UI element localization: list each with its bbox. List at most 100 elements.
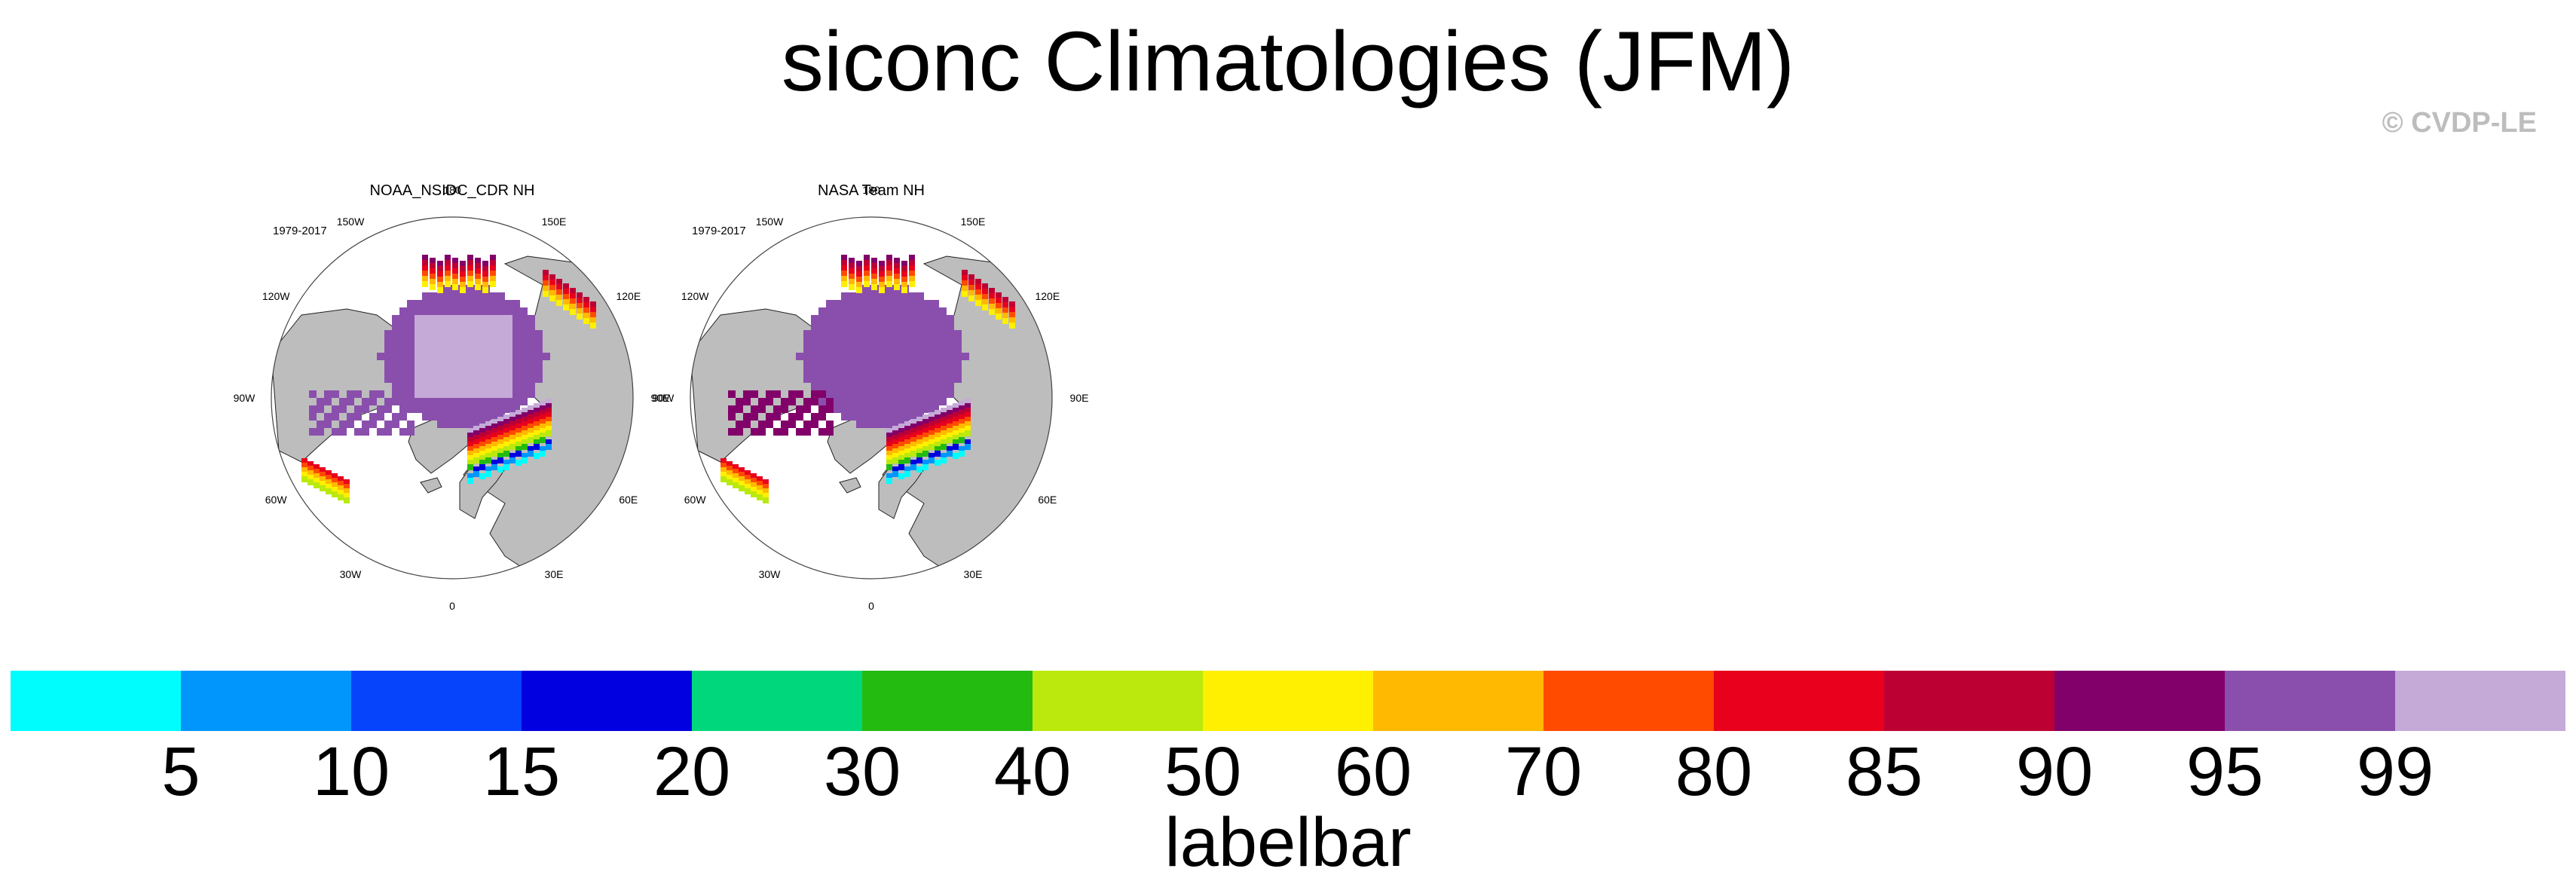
ice-cell <box>475 421 482 428</box>
ice-cell <box>522 435 528 441</box>
ice-cell <box>924 398 932 405</box>
ice-cell <box>512 398 520 405</box>
ice-cell <box>535 345 543 353</box>
ice-cell <box>904 444 910 450</box>
ice-cell <box>482 413 490 421</box>
ice-cell <box>901 282 907 288</box>
ice-cell <box>871 398 879 405</box>
ice-cell <box>932 383 939 390</box>
ice-cell <box>841 315 849 323</box>
ice-cell <box>818 360 826 368</box>
ice-cell <box>849 292 856 300</box>
ice-cell <box>989 288 995 294</box>
ice-cell <box>549 295 555 301</box>
ice-cell <box>939 383 947 390</box>
ice-cell <box>520 398 528 405</box>
ice-cell <box>841 398 849 405</box>
colorbar-tick-label: 15 <box>482 733 561 810</box>
ice-cell <box>811 368 818 375</box>
ice-cell <box>849 300 856 307</box>
ice-cell <box>932 353 939 360</box>
ice-cell <box>485 426 491 432</box>
ice-cell <box>841 338 849 345</box>
ice-cell <box>751 405 758 413</box>
ice-cell <box>763 484 769 490</box>
ice-cell <box>849 315 856 323</box>
ice-cell <box>751 491 757 497</box>
ice-cell <box>864 421 871 428</box>
ice-cell <box>856 282 862 288</box>
ice-cell <box>834 338 841 345</box>
ice-cell <box>332 390 339 398</box>
ice-cell <box>864 330 871 338</box>
ice-cell <box>475 375 482 383</box>
ice-cell <box>467 255 473 261</box>
longitude-label: 150E <box>541 216 567 228</box>
ice-cell <box>452 274 458 280</box>
ice-cell <box>818 345 826 353</box>
ice-cell <box>452 268 458 274</box>
ice-cell <box>849 274 855 280</box>
ice-cell <box>856 345 864 353</box>
ice-cell <box>320 481 326 487</box>
ice-cell <box>879 277 885 283</box>
ice-cell <box>904 435 910 441</box>
ice-cell <box>965 403 971 409</box>
ice-cell <box>503 442 509 448</box>
ice-cell <box>965 426 971 432</box>
ice-cell <box>856 307 864 315</box>
ice-cell <box>766 421 773 428</box>
ice-cell <box>407 368 415 375</box>
ice-cell <box>437 315 445 323</box>
ice-cell <box>879 261 885 267</box>
ice-cell <box>445 323 452 330</box>
ice-cell <box>445 368 452 375</box>
ice-cell <box>924 390 932 398</box>
ice-cell <box>512 307 520 315</box>
ice-cell <box>811 315 818 323</box>
ice-cell <box>445 398 452 405</box>
ice-cell <box>445 413 452 421</box>
colorbar-tick-label: 70 <box>1504 733 1583 810</box>
ice-cell <box>512 353 520 360</box>
ice-cell <box>503 419 509 425</box>
ice-cell <box>962 291 968 297</box>
ice-cell <box>415 405 422 413</box>
ice-cell <box>916 368 924 375</box>
ice-cell <box>849 268 855 274</box>
ice-cell <box>743 413 751 421</box>
ice-cell <box>886 455 892 461</box>
ice-cell <box>864 292 871 300</box>
ice-cell <box>332 413 339 421</box>
ice-cell <box>546 408 552 414</box>
ice-cell <box>864 375 871 383</box>
ice-cell <box>452 368 460 375</box>
ice-cell <box>485 439 491 445</box>
ice-cell <box>849 398 856 405</box>
ice-cell <box>452 323 460 330</box>
ice-cell <box>864 338 871 345</box>
ice-cell <box>479 451 485 457</box>
ice-cell <box>377 390 384 398</box>
ice-cell <box>864 276 870 282</box>
colorbar-bin-8 <box>1373 671 1544 731</box>
ice-cell <box>467 260 473 266</box>
ice-cell <box>898 437 904 443</box>
ice-cell <box>497 448 503 454</box>
ice-cell <box>475 398 482 405</box>
ice-cell <box>904 448 910 454</box>
ice-cell <box>826 421 834 428</box>
ice-cell <box>796 353 803 360</box>
ice-cell <box>849 284 855 290</box>
ice-cell <box>916 466 922 473</box>
ice-cell <box>803 421 811 428</box>
ice-cell <box>467 437 473 443</box>
ice-cell <box>437 345 445 353</box>
ice-cell <box>871 338 879 345</box>
ice-cell <box>467 446 473 452</box>
ice-cell <box>849 405 856 413</box>
ice-cell <box>490 260 496 266</box>
ice-cell <box>490 338 497 345</box>
ice-cell <box>916 345 924 353</box>
ice-cell <box>467 433 473 439</box>
